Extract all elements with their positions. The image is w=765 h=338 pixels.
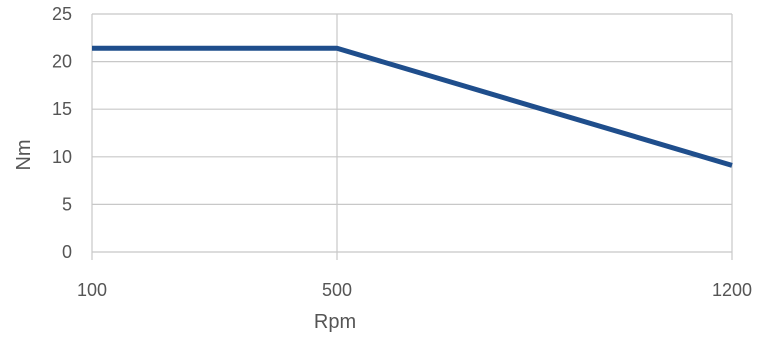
y-tick-label: 10	[52, 147, 72, 167]
y-tick-label: 5	[62, 194, 72, 214]
torque-series-line	[92, 45, 733, 168]
x-tick-label: 1200	[712, 280, 752, 300]
y-axis-title: Nm	[13, 139, 35, 170]
x-axis-title: Rpm	[314, 311, 356, 333]
x-tick-label: 100	[77, 280, 107, 300]
y-tick-label: 25	[52, 4, 72, 24]
y-tick-label: 20	[52, 52, 72, 72]
series-layer	[91, 45, 733, 168]
y-tick-label: 15	[52, 99, 72, 119]
y-tick-label: 0	[62, 242, 72, 262]
x-tick-labels: 100 500 1200	[77, 280, 752, 300]
gridlines	[91, 13, 733, 260]
y-tick-labels: 0 5 10 15 20 25	[52, 4, 72, 262]
x-tick-label: 500	[322, 280, 352, 300]
